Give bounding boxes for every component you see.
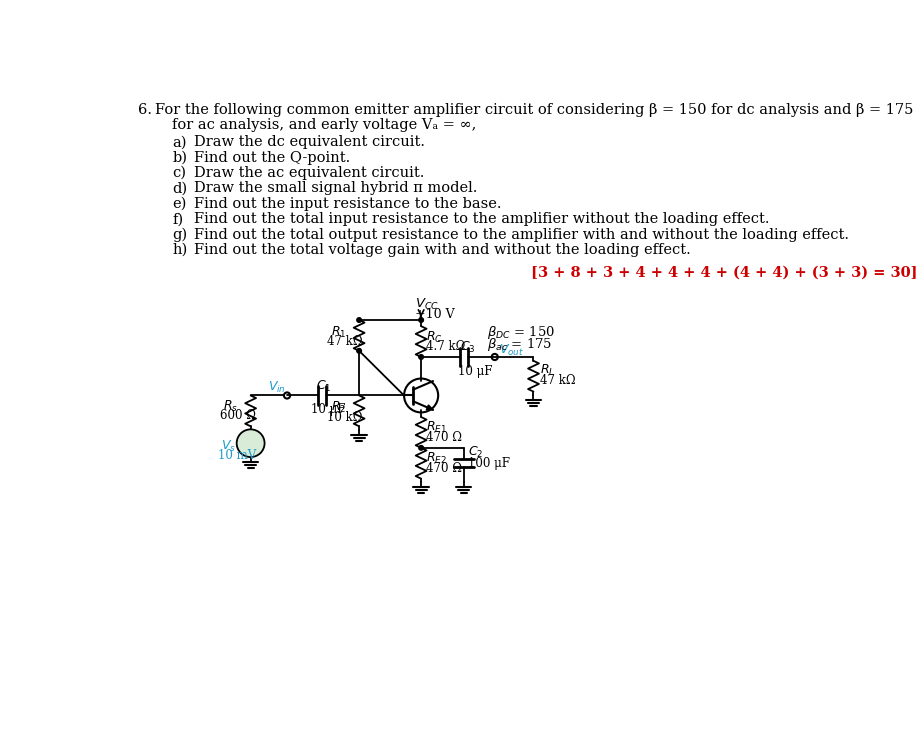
Text: $\beta_{ac}$ = 175: $\beta_{ac}$ = 175 bbox=[486, 336, 551, 353]
Text: Draw the dc equivalent circuit.: Draw the dc equivalent circuit. bbox=[194, 135, 425, 149]
Text: 47 kΩ: 47 kΩ bbox=[326, 335, 362, 348]
Text: c): c) bbox=[172, 166, 187, 180]
Text: 470 Ω: 470 Ω bbox=[425, 431, 461, 444]
Text: Find out the Q-point.: Find out the Q-point. bbox=[194, 151, 350, 165]
Text: $R_L$: $R_L$ bbox=[539, 363, 554, 378]
Text: +10 V: +10 V bbox=[414, 308, 454, 321]
Text: 4.7 kΩ: 4.7 kΩ bbox=[425, 340, 465, 353]
Text: $C_2$: $C_2$ bbox=[467, 445, 482, 460]
Text: $V_{out}$: $V_{out}$ bbox=[498, 343, 523, 358]
Text: 10 μF: 10 μF bbox=[311, 403, 346, 416]
Text: 600 Ω: 600 Ω bbox=[220, 410, 255, 422]
Text: For the following common emitter amplifier circuit of considering β = 150 for dc: For the following common emitter amplifi… bbox=[155, 103, 913, 117]
Text: 10 mV: 10 mV bbox=[218, 449, 256, 462]
Text: 47 kΩ: 47 kΩ bbox=[539, 374, 574, 387]
Text: [3 + 8 + 3 + 4 + 4 + 4 + (4 + 4) + (3 + 3) = 30]: [3 + 8 + 3 + 4 + 4 + 4 + (4 + 4) + (3 + … bbox=[530, 266, 916, 280]
Text: Find out the total output resistance to the amplifier with and without the loadi: Find out the total output resistance to … bbox=[194, 227, 848, 241]
Text: $R_s$: $R_s$ bbox=[222, 399, 237, 413]
Text: a): a) bbox=[172, 135, 187, 149]
Circle shape bbox=[418, 445, 423, 450]
Text: 10 μF: 10 μF bbox=[457, 364, 492, 378]
Text: Draw the ac equivalent circuit.: Draw the ac equivalent circuit. bbox=[194, 166, 424, 180]
Circle shape bbox=[357, 348, 361, 353]
Text: $R_2$: $R_2$ bbox=[331, 400, 346, 416]
Text: Find out the total input resistance to the amplifier without the loading effect.: Find out the total input resistance to t… bbox=[194, 212, 768, 226]
Text: h): h) bbox=[172, 243, 187, 257]
Text: $R_{E1}$: $R_{E1}$ bbox=[425, 420, 447, 435]
Circle shape bbox=[418, 355, 423, 359]
Text: $R_{E2}$: $R_{E2}$ bbox=[425, 451, 446, 466]
Text: $C_1$: $C_1$ bbox=[315, 378, 331, 394]
Text: $V_{CC}$: $V_{CC}$ bbox=[414, 297, 438, 312]
Text: g): g) bbox=[172, 227, 187, 242]
Text: d): d) bbox=[172, 182, 187, 195]
Text: 6.: 6. bbox=[138, 103, 152, 117]
Text: b): b) bbox=[172, 151, 187, 165]
Circle shape bbox=[418, 318, 423, 322]
Text: Find out the total voltage gain with and without the loading effect.: Find out the total voltage gain with and… bbox=[194, 243, 690, 257]
Text: Find out the input resistance to the base.: Find out the input resistance to the bas… bbox=[194, 197, 501, 211]
Text: 100 μF: 100 μF bbox=[467, 457, 509, 470]
Circle shape bbox=[236, 429, 265, 457]
Circle shape bbox=[357, 318, 361, 322]
Text: $V_{in}$: $V_{in}$ bbox=[268, 380, 286, 395]
Text: $C_3$: $C_3$ bbox=[460, 340, 475, 355]
Text: Draw the small signal hybrid π model.: Draw the small signal hybrid π model. bbox=[194, 182, 477, 195]
Text: 470 Ω: 470 Ω bbox=[425, 461, 461, 475]
Text: e): e) bbox=[172, 197, 187, 211]
Text: $V_s$: $V_s$ bbox=[221, 439, 236, 453]
Text: $R_C$: $R_C$ bbox=[425, 330, 442, 345]
Text: $\beta_{DC}$ = 150: $\beta_{DC}$ = 150 bbox=[486, 324, 555, 341]
Text: 10 kΩ: 10 kΩ bbox=[326, 411, 362, 424]
Text: f): f) bbox=[172, 212, 183, 226]
Text: $R_1$: $R_1$ bbox=[331, 324, 346, 340]
Text: for ac analysis, and early voltage Vₐ = ∞,: for ac analysis, and early voltage Vₐ = … bbox=[172, 118, 476, 132]
Polygon shape bbox=[425, 405, 433, 410]
